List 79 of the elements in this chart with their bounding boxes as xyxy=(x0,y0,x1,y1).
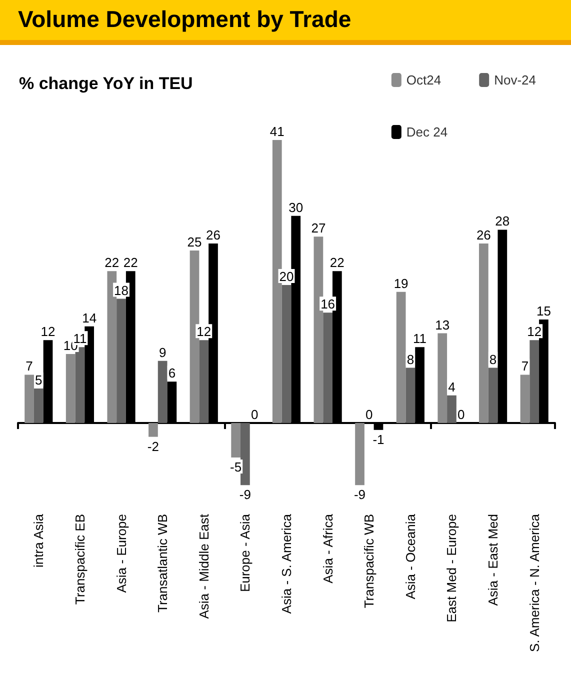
data-label: 6 xyxy=(168,366,176,381)
data-label: -5 xyxy=(230,460,242,475)
x-tick-label: Asia - S. America xyxy=(279,513,294,614)
data-label: 0 xyxy=(457,407,465,422)
data-label: 19 xyxy=(394,276,408,291)
x-tick-label: Europe - Asia xyxy=(238,513,253,592)
data-label: -9 xyxy=(239,487,251,502)
data-label: 22 xyxy=(123,255,138,270)
data-label: 8 xyxy=(489,352,497,367)
x-tick-label: Asia - Oceania xyxy=(402,513,418,600)
x-tick-label: Transpacific EB xyxy=(72,514,88,605)
bar xyxy=(520,374,530,424)
x-tick-label: Asia - Europe xyxy=(114,514,129,593)
data-label: 22 xyxy=(330,255,344,270)
bar xyxy=(314,236,324,424)
data-label: 12 xyxy=(196,324,212,340)
bar xyxy=(231,423,241,458)
data-label: 30 xyxy=(288,200,304,215)
x-tick-label: Asia - Africa xyxy=(320,513,336,584)
bar xyxy=(488,368,498,424)
data-label: -2 xyxy=(147,438,159,454)
x-tick-label: Asia - Middle East xyxy=(196,514,212,619)
data-label: 9 xyxy=(158,344,166,360)
data-label: 5 xyxy=(35,372,42,388)
x-tick-label: East Med - Europe xyxy=(444,514,460,622)
data-label: 25 xyxy=(187,234,202,250)
data-label: 8 xyxy=(406,352,414,367)
x-tick-label: Transatlantic WB xyxy=(155,514,170,612)
bar xyxy=(148,423,158,437)
x-tick-label: S. America - N. America xyxy=(526,513,542,652)
bar xyxy=(323,312,332,424)
data-label: 13 xyxy=(435,317,450,332)
data-label: 15 xyxy=(536,303,551,318)
data-label: 12 xyxy=(40,324,56,340)
bar xyxy=(282,284,292,424)
data-label: 11 xyxy=(413,331,427,346)
data-label: 18 xyxy=(114,282,129,298)
data-label: 27 xyxy=(311,220,326,236)
bar xyxy=(107,271,117,424)
data-label: 0 xyxy=(250,407,258,422)
data-label: 20 xyxy=(279,268,294,284)
data-label: 14 xyxy=(82,310,97,326)
bar xyxy=(530,340,540,424)
bar xyxy=(116,298,126,424)
data-label: 0 xyxy=(366,407,373,422)
data-label: 4 xyxy=(448,379,456,394)
data-label: -1 xyxy=(372,432,384,447)
bar xyxy=(396,292,406,424)
bar xyxy=(66,354,76,424)
legend-label: Oct24 xyxy=(406,72,442,88)
data-label: 16 xyxy=(320,296,336,312)
data-label: 7 xyxy=(26,358,33,374)
data-label: 41 xyxy=(270,124,284,139)
data-label: 22 xyxy=(104,255,120,270)
data-label: 28 xyxy=(495,214,510,229)
bar xyxy=(478,244,488,424)
bar xyxy=(447,395,456,424)
bar xyxy=(34,388,44,424)
bar xyxy=(355,423,364,486)
x-tick-label: intra Asia xyxy=(31,513,46,568)
data-label: 12 xyxy=(527,324,542,340)
data-label: 26 xyxy=(476,228,491,243)
data-label: -9 xyxy=(354,487,366,502)
bar xyxy=(158,360,168,424)
data-label: 11 xyxy=(73,331,87,346)
chart-subtitle: % change YoY in TEU xyxy=(19,74,193,93)
bar xyxy=(190,250,200,424)
bar xyxy=(406,368,416,424)
data-label: 26 xyxy=(206,228,220,243)
bar xyxy=(199,340,209,424)
x-tick-label: Transpacific WB xyxy=(362,514,377,608)
bar xyxy=(438,333,448,424)
data-label: 7 xyxy=(521,358,529,374)
bar xyxy=(240,423,250,486)
legend-label: Dec 24 xyxy=(406,124,448,140)
x-tick-label: Asia - East Med xyxy=(486,514,501,606)
legend-label: Nov-24 xyxy=(494,72,536,88)
chart-title: Volume Development by Trade xyxy=(17,5,352,33)
bar xyxy=(24,374,34,424)
